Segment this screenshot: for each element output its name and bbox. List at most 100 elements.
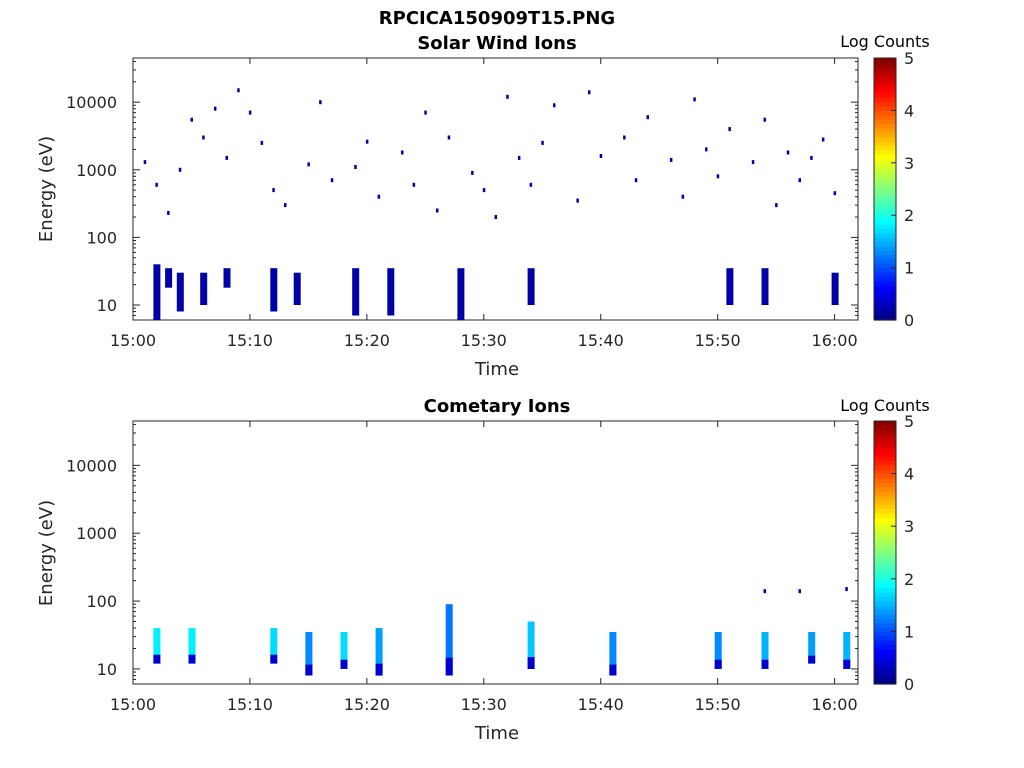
y-tick-label: 100 [86,228,117,247]
data-point [237,88,240,93]
colorbar-segment [874,464,896,470]
data-point [506,94,509,99]
colorbar-solar-wind: 0 1 2 3 4 5 [873,49,914,330]
colorbar-segment [874,306,896,312]
colorbar-tick-label: 4 [904,465,914,484]
data-block [387,268,395,316]
data-block [457,268,465,320]
data-block [270,628,278,664]
data-block [808,632,816,664]
panel-title-cometary: Cometary Ions [424,396,571,417]
colorbar-segment [874,84,896,90]
colorbar-tick-label: 0 [904,311,914,330]
colorbar-segment [874,521,896,527]
data-point [775,203,778,208]
panel-title-solar-wind: Solar Wind Ions [417,33,576,54]
colorbar-segment [874,223,896,229]
data-point [260,140,264,145]
data-block-low [305,664,313,676]
colorbar-segment [874,280,896,286]
colorbar-segment [874,184,896,190]
colorbar-segment [874,425,896,431]
colorbar-segment [874,473,896,479]
colorbar-segment [874,285,896,291]
data-point [529,182,533,187]
colorbar-segment [874,298,896,304]
data-point [330,178,334,183]
colorbar-segment [874,245,896,251]
colorbar-segment [874,114,896,120]
colorbar-tick-label: 1 [904,622,914,641]
solar-wind-marks [143,88,839,320]
colorbar-segment [874,136,896,142]
colorbar-segment [874,517,896,523]
data-point [167,210,170,215]
data-point [705,147,708,152]
x-tick-label: 15:40 [578,331,624,350]
colorbar-segment [874,302,896,308]
data-block [726,268,734,305]
data-point [143,160,147,165]
data-point [693,97,696,102]
colorbar-segment [874,241,896,247]
data-block-low [445,657,453,676]
colorbar-label-cometary: Log Counts [840,396,930,415]
colorbar-cometary: 0 1 2 3 4 5 [873,412,914,694]
y-axis-cometary: 10 100 1000 10000 [66,423,858,685]
data-point [365,139,369,144]
x-tick-label: 16:00 [812,331,858,350]
colorbar-segment [874,587,896,593]
colorbar-segment [874,486,896,492]
colorbar-segment [874,539,896,545]
colorbar-segment [874,670,896,676]
colorbar-segment [874,477,896,483]
colorbar-segment [874,189,896,194]
data-block-low [153,654,161,664]
x-tick-label: 15:50 [695,695,741,714]
colorbar-segment [874,58,896,63]
data-point [763,589,766,594]
colorbar-segment [874,315,896,321]
y-tick-label: 10 [97,296,117,315]
x-tick-label: 15:00 [110,695,156,714]
colorbar-segment [874,193,896,199]
data-point [716,174,720,179]
colorbar-segment [874,127,896,133]
data-point [248,110,252,115]
data-point [202,135,205,140]
colorbar-segment [874,456,896,462]
colorbar-segment [874,570,896,576]
colorbar-segment [874,75,896,81]
colorbar-segment [874,110,896,116]
colorbar-segment [874,250,896,256]
colorbar-segment [874,66,896,72]
x-axis-label-cometary: Time [474,723,519,744]
colorbar-segment [874,197,896,203]
colorbar-segment [874,648,896,654]
data-point [494,215,497,219]
data-block-low [375,663,383,676]
data-block-low [714,659,722,669]
data-point [225,155,228,160]
colorbar-segment [874,534,896,540]
colorbar-segment [874,561,896,567]
colorbar-segment [874,679,896,685]
data-point [307,162,310,167]
y-axis-solar-wind: 10 100 1000 10000 [66,60,858,321]
data-point [284,203,287,208]
colorbar-segment [874,495,896,501]
data-point [517,155,521,160]
colorbar-segment [874,232,896,238]
data-block-low [527,657,535,669]
data-point [821,137,825,142]
data-point [845,587,848,592]
data-block-low [761,659,769,669]
colorbar-segment [874,276,896,282]
data-point [354,165,357,169]
colorbar-segment [874,149,896,155]
colorbar-segment [874,640,896,646]
colorbar-segment [874,565,896,571]
colorbar-segment [874,101,896,107]
colorbar-tick-label: 2 [904,206,914,225]
colorbar-segment [874,482,896,488]
